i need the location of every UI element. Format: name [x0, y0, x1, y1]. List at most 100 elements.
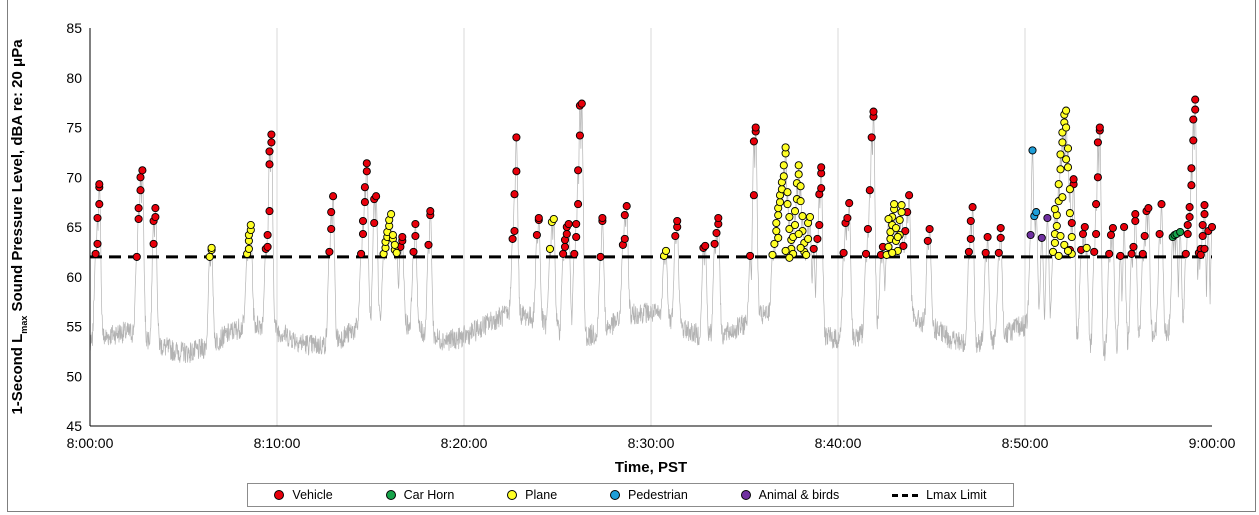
vehicle-point — [512, 133, 521, 142]
plane-point — [1062, 106, 1071, 115]
vehicle-point — [710, 239, 719, 248]
legend-item-lmax-limit: Lmax Limit — [892, 488, 987, 502]
vehicle-point — [1127, 249, 1136, 258]
plane-point — [1060, 240, 1069, 249]
plane-point — [392, 248, 401, 257]
vehicle-point — [426, 207, 435, 216]
plane-point — [775, 198, 785, 207]
plane-point — [1063, 246, 1073, 255]
vehicle-point — [398, 232, 407, 242]
vehicle-point — [813, 234, 822, 243]
vehicle-point — [572, 232, 581, 242]
vehicle-point — [560, 242, 570, 251]
legend-label: Plane — [525, 488, 558, 502]
vehicle-point — [1138, 249, 1147, 258]
plane-point — [1058, 193, 1067, 202]
vehicle-point — [1185, 203, 1194, 212]
vehicle-point — [622, 202, 631, 211]
vehicle-point — [1129, 242, 1138, 251]
x-tick-label: 8:10:00 — [254, 435, 301, 451]
plane-point — [1052, 221, 1061, 231]
vehicle-point — [151, 212, 160, 222]
plane-point — [785, 253, 794, 262]
plane-point — [785, 212, 794, 222]
data-points — [91, 95, 1217, 262]
vehicle-point — [265, 207, 274, 216]
plane-point — [884, 214, 893, 224]
plane-point — [781, 143, 790, 152]
vehicle-point — [905, 191, 914, 200]
vehicle-point — [1196, 250, 1205, 259]
vehicle-point — [749, 137, 758, 146]
vehicle-point — [1092, 229, 1101, 239]
legend-label: Pedestrian — [628, 488, 688, 502]
legend-label: Lmax Limit — [926, 488, 987, 502]
vehicle-point — [93, 239, 102, 248]
vehicle-point — [1200, 201, 1209, 210]
plane-point — [388, 230, 397, 240]
vehicle-point — [358, 229, 368, 239]
vehicle-point — [134, 214, 143, 224]
vehicle-point — [899, 241, 908, 250]
legend-swatch — [507, 490, 518, 500]
vehicle-point — [357, 249, 366, 258]
vehicle-point — [1155, 229, 1164, 239]
vehicle-point — [267, 138, 276, 147]
vehicle-point — [325, 247, 334, 256]
legend-swatch — [385, 490, 396, 500]
pedestrian-point — [1032, 208, 1041, 217]
vehicle-point — [1078, 229, 1088, 239]
x-tick-label: 8:40:00 — [815, 435, 862, 451]
vehicle-point — [360, 183, 369, 192]
vehicle-point — [362, 167, 371, 176]
vehicle-point — [136, 173, 145, 182]
vehicle-point — [564, 219, 573, 229]
vehicle-point — [863, 224, 872, 234]
plane-point — [549, 214, 558, 224]
vehicle-point — [673, 216, 682, 226]
vehicle-point — [574, 166, 583, 175]
vehicle-point — [1144, 204, 1153, 213]
plane-point — [888, 248, 897, 257]
animal-birds-point — [1043, 213, 1052, 223]
animal-birds-point — [1037, 233, 1046, 242]
vehicle-point — [671, 231, 680, 241]
plane-point — [774, 233, 783, 242]
vehicle-point — [843, 213, 852, 223]
vehicle-point — [1131, 210, 1140, 219]
plane-point — [1082, 243, 1091, 252]
vehicle-point — [1108, 223, 1117, 233]
vehicle-point — [510, 190, 519, 199]
vehicle-point — [1185, 212, 1194, 222]
vehicle-point — [1183, 229, 1192, 239]
plane-point — [790, 207, 800, 216]
vehicle-point — [95, 200, 104, 209]
plane-point — [781, 246, 790, 255]
vehicle-point — [1191, 95, 1200, 104]
plane-point — [661, 246, 671, 255]
vehicle-point — [1200, 210, 1209, 219]
plane-point — [794, 161, 803, 170]
vehicle-point — [327, 224, 336, 234]
vehicle-point — [329, 192, 338, 201]
vehicle-point — [508, 234, 517, 243]
gridlines — [276, 28, 1026, 426]
vehicle-point — [817, 163, 826, 172]
legend-item-vehicle: Vehicle — [274, 488, 333, 502]
vehicle-point — [966, 216, 975, 226]
legend-swatch — [892, 493, 919, 497]
legend-item-pedestrian: Pedestrian — [610, 488, 688, 502]
vehicle-point — [1093, 173, 1102, 182]
plane-point — [390, 240, 399, 249]
vehicle-point — [815, 220, 824, 230]
plane-point — [1056, 150, 1065, 159]
plane-point — [387, 210, 396, 219]
plane-point — [897, 201, 906, 210]
y-tick-label: 75 — [66, 120, 82, 136]
x-tick-label: 8:00:00 — [67, 435, 114, 451]
plane-point — [783, 200, 792, 209]
vehicle-point — [1187, 181, 1196, 190]
plane-point — [783, 188, 792, 197]
vehicle-point — [925, 224, 934, 234]
y-tick-label: 70 — [66, 169, 82, 185]
